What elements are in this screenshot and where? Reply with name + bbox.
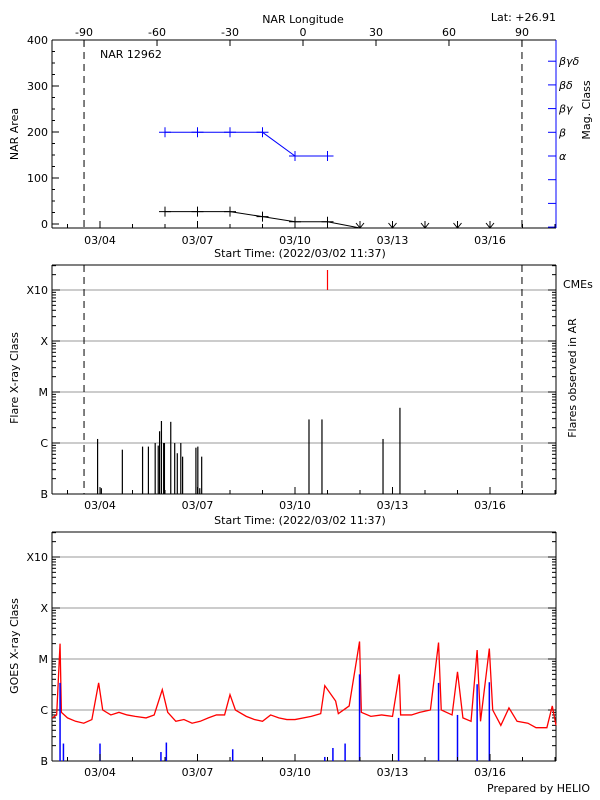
- mag-class-tick-label: β: [558, 126, 566, 139]
- goes-panel-x-tick-label: 03/07: [182, 766, 214, 779]
- mag-class-tick-label: βδ: [558, 79, 573, 92]
- mag-class-data-point: [191, 127, 204, 138]
- flare-panel-x-tick-label: 03/04: [84, 499, 116, 512]
- flare-panel-x-tick-label: 03/16: [474, 499, 506, 512]
- flare-panel-x-tick-label: 03/13: [377, 499, 409, 512]
- mag-class-data-point: [256, 127, 269, 138]
- mag-class-data-point: [321, 151, 334, 161]
- mag-class-tick-label: βγ: [558, 103, 573, 116]
- area-y-tick-label: 200: [27, 126, 48, 139]
- area-y-label: NAR Area: [8, 108, 21, 160]
- latitude-readout: Lat: +26.91: [491, 11, 556, 24]
- area-data-point: [224, 206, 236, 217]
- flare-panel-y-tick-label: M: [39, 386, 49, 399]
- area-panel-x-tick-label: 03/10: [279, 234, 311, 247]
- area-data-point: [191, 206, 204, 217]
- area-y-tick-label: 400: [27, 34, 48, 47]
- longitude-tick-label: -60: [148, 26, 166, 39]
- goes-panel-y-tick-label: B: [40, 755, 48, 768]
- area-data-point: [159, 206, 171, 217]
- flare-y-label: Flare X-ray Class: [8, 332, 21, 424]
- goes-long-channel-line: [51, 641, 557, 729]
- area-y-tick-label: 100: [27, 172, 48, 185]
- longitude-tick-label: -30: [221, 26, 239, 39]
- goes-panel-x-tick-label: 03/10: [279, 766, 311, 779]
- flare-panel-y-tick-label: X: [40, 335, 48, 348]
- goes-panel-x-tick-label: 03/04: [84, 766, 116, 779]
- mag-class-y-label: Mag. Class: [580, 80, 593, 139]
- region-title: NAR 12962: [100, 48, 162, 61]
- goes-panel-y-tick-label: C: [40, 704, 48, 717]
- goes-panel-y-tick-label: M: [39, 653, 49, 666]
- area-y-tick-label: 0: [41, 218, 48, 231]
- area-panel-x-tick-label: 03/04: [84, 234, 116, 247]
- mag-class-tick-label: α: [559, 150, 567, 163]
- goes-y-label: GOES X-ray Class: [8, 598, 21, 694]
- longitude-tick-label: -90: [75, 26, 93, 39]
- flare-panel-y-tick-label: X10: [26, 284, 48, 297]
- area-panel-x-tick-label: 03/16: [474, 234, 506, 247]
- mag-class-data-point: [159, 127, 171, 138]
- longitude-tick-label: 60: [442, 26, 456, 39]
- area-y-tick-label: 300: [27, 80, 48, 93]
- longitude-tick-label: 90: [515, 26, 529, 39]
- goes-panel-y-tick-label: X10: [26, 551, 48, 564]
- area-panel-x-tick-label: 03/13: [377, 234, 409, 247]
- area-data-point: [256, 211, 269, 222]
- longitude-tick-label: 0: [300, 26, 307, 39]
- prepared-by-label: Prepared by HELIO: [487, 782, 590, 795]
- goes-panel-y-tick-label: X: [40, 602, 48, 615]
- area-panel-x-tick-label: 03/07: [182, 234, 214, 247]
- mag-class-tick-label: βγδ: [558, 55, 580, 68]
- longitude-tick-label: 30: [369, 26, 383, 39]
- goes-panel-x-tick-label: 03/16: [474, 766, 506, 779]
- flares-in-ar-y-label: Flares observed in AR: [566, 318, 579, 438]
- mag-class-series-line: [165, 131, 328, 157]
- flare-panel-x-label: Start Time: (2022/03/02 11:37): [214, 514, 386, 527]
- area-panel-x-label: Start Time: (2022/03/02 11:37): [214, 247, 386, 260]
- top-axis-title: NAR Longitude: [262, 13, 344, 26]
- flare-panel-x-tick-label: 03/10: [279, 499, 311, 512]
- flare-panel-y-tick-label: B: [40, 488, 48, 501]
- goes-panel-x-tick-label: 03/13: [377, 766, 409, 779]
- flare-panel-x-tick-label: 03/07: [182, 499, 214, 512]
- cme-legend-label: CMEs: [563, 278, 593, 291]
- flare-panel-y-tick-label: C: [40, 437, 48, 450]
- mag-class-data-point: [224, 127, 236, 138]
- mag-class-data-point: [289, 151, 301, 161]
